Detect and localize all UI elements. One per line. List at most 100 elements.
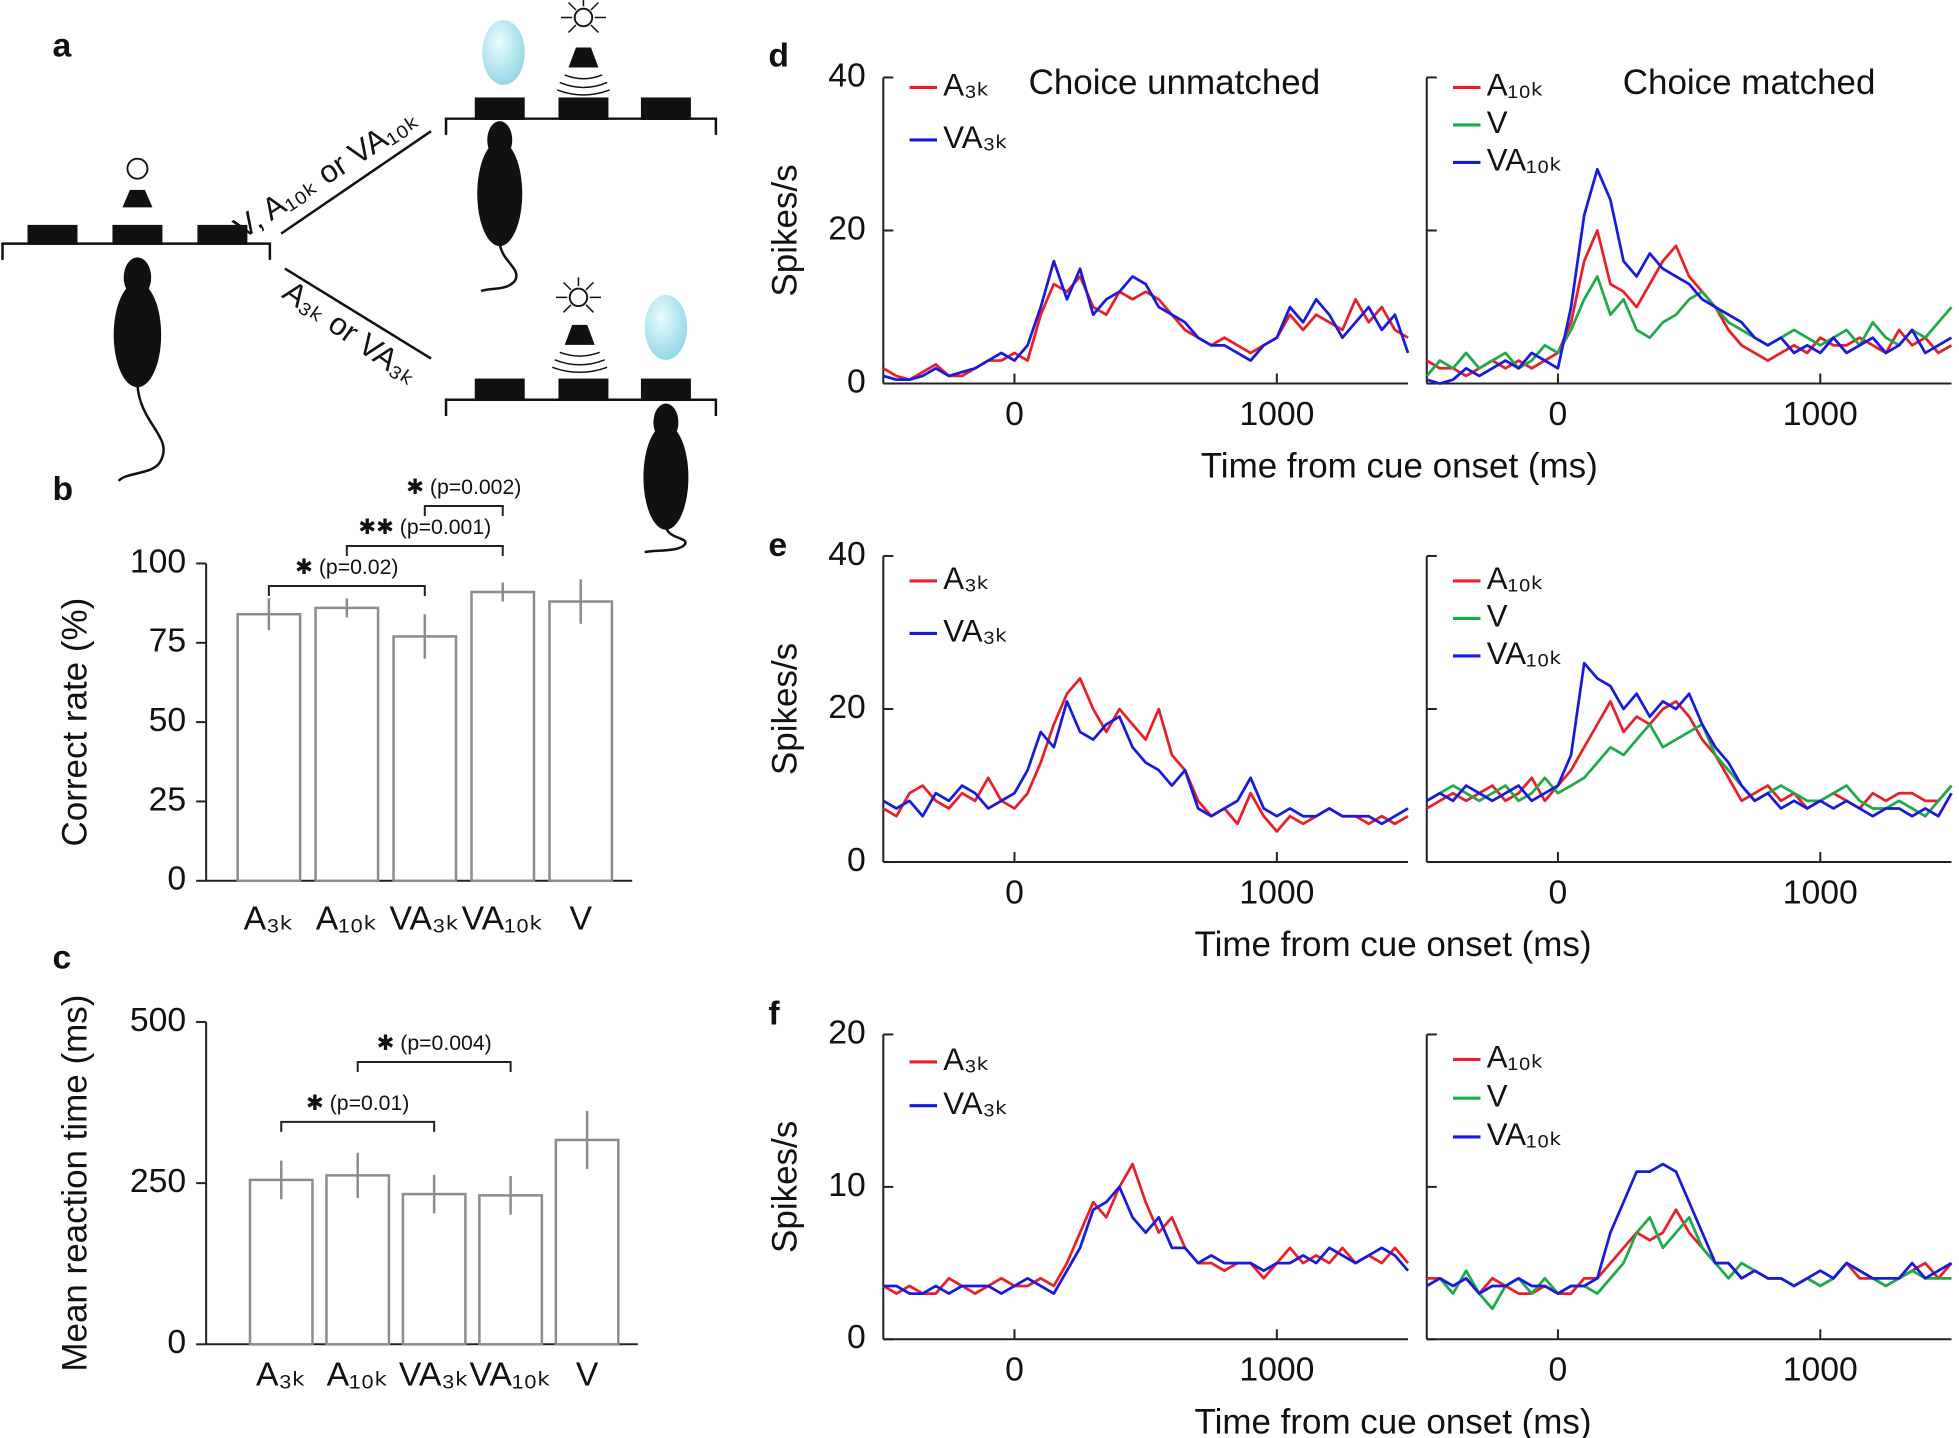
legend-label: A₃ₖ [943, 1042, 990, 1077]
x-axis-label: Time from cue onset (ms) [1195, 1402, 1592, 1438]
track [444, 117, 718, 135]
port [112, 224, 163, 245]
bar [548, 600, 614, 883]
panel-label: f [768, 995, 780, 1033]
significance-label: ✱ (p=0.002) [406, 476, 521, 499]
port [558, 97, 609, 120]
x-tick-label: 1000 [1239, 395, 1314, 433]
bar [392, 635, 458, 883]
branch-label: A₃ₖ or VA₃ₖ [277, 274, 426, 393]
y-axis-label: Spikes/s [765, 164, 804, 296]
panel-label: d [768, 36, 789, 74]
sound-waves [556, 74, 610, 96]
speaker [122, 189, 153, 208]
y-tick-label: 10 [828, 1166, 866, 1204]
series-line [1426, 1162, 1953, 1295]
light [126, 157, 149, 180]
legend-label: VA₁₀ₖ [1487, 143, 1563, 178]
light-on [568, 287, 589, 308]
y-tick-label: 75 [149, 622, 187, 660]
branch [284, 267, 432, 360]
panel-label: c [52, 938, 71, 976]
bar [325, 1174, 391, 1346]
series-line [882, 700, 1409, 826]
y-tick-label: 40 [828, 535, 866, 573]
speaker [568, 47, 599, 68]
water-drop [644, 294, 688, 360]
y-tick-label: 20 [828, 688, 866, 726]
x-tick-label: VA₁₀ₖ [470, 1356, 552, 1394]
y-tick-label: 20 [828, 1013, 866, 1051]
significance-bracket [345, 544, 504, 556]
x-tick-label: 0 [1549, 395, 1568, 433]
significance-bracket [280, 1120, 436, 1132]
legend-label: VA₃ₖ [943, 614, 1008, 649]
y-tick-label: 0 [167, 1323, 186, 1361]
y-tick-label: 20 [828, 209, 866, 247]
series-line [1426, 1208, 1953, 1295]
x-tick-label: 0 [1005, 395, 1024, 433]
x-tick-label: V [569, 900, 592, 938]
sound-waves [551, 351, 608, 374]
y-axis-label: Mean reaction time (ms) [56, 995, 95, 1372]
x-axis-label: Time from cue onset (ms) [1201, 447, 1598, 486]
legend-label: A₁₀ₖ [1487, 68, 1545, 103]
y-tick-label: 0 [847, 1318, 866, 1356]
bar [401, 1192, 467, 1346]
rat-tail [117, 384, 165, 482]
chart-title: Choice matched [1623, 63, 1876, 102]
port [197, 224, 248, 245]
rat-head [123, 257, 152, 298]
x-tick-label: 0 [1549, 1351, 1568, 1389]
light-rays [560, 0, 606, 34]
x-tick-label: 0 [1005, 873, 1024, 911]
x-tick-label: 1000 [1239, 873, 1314, 911]
legend-label: A₁₀ₖ [1487, 1040, 1545, 1075]
legend-label: VA₃ₖ [943, 1086, 1008, 1121]
x-tick-label: 1000 [1239, 1351, 1314, 1389]
bar [236, 612, 302, 883]
series-line [882, 1162, 1410, 1295]
significance-label: ✱✱ (p=0.001) [358, 516, 491, 539]
bar [314, 606, 380, 883]
branch-label: V, A₁₀ₖ or VA₁₀ₖ [228, 101, 425, 246]
rat-tail [644, 526, 687, 554]
rat-head [653, 403, 679, 442]
chart-title: Choice unmatched [1029, 63, 1321, 102]
legend-label: V [1487, 599, 1508, 634]
x-tick-label: A₃ₖ [256, 1356, 307, 1394]
significance-label: ✱ (p=0.004) [377, 1032, 492, 1055]
rat-head [487, 121, 513, 159]
port [640, 97, 691, 120]
y-axis-label: Correct rate (%) [56, 598, 95, 847]
significance-label: ✱ (p=0.02) [295, 556, 398, 579]
x-tick-label: 0 [1549, 873, 1568, 911]
bar [478, 1194, 544, 1346]
series-line [882, 259, 1410, 382]
x-tick-label: 1000 [1783, 395, 1858, 433]
x-tick-label: VA₃ₖ [399, 1356, 470, 1394]
x-tick-label: 1000 [1783, 1351, 1858, 1389]
legend-label: VA₃ₖ [943, 120, 1008, 155]
series-line [1425, 275, 1953, 377]
y-tick-label: 500 [130, 1001, 186, 1039]
x-tick-label: VA₃ₖ [390, 900, 461, 938]
legend-label: V [1487, 105, 1508, 140]
series-line [1426, 661, 1953, 818]
legend-label: A₃ₖ [943, 68, 990, 103]
y-tick-label: 40 [828, 56, 866, 94]
rat [643, 424, 689, 530]
light-rays [555, 277, 601, 313]
legend-label: A₁₀ₖ [1487, 561, 1545, 596]
light-on [573, 7, 594, 28]
y-tick-label: 0 [847, 362, 866, 400]
series-line [1426, 167, 1953, 385]
x-tick-label: V [576, 1356, 599, 1394]
diagram: V, A₁₀ₖ or VA₁₀ₖ A₃ₖ or VA₃ₖ [1, 0, 718, 554]
panel-labels: a b c d e f [52, 26, 788, 1032]
y-tick-label: 250 [130, 1162, 186, 1200]
port [474, 97, 525, 120]
speaker [564, 324, 595, 345]
bar [554, 1138, 620, 1346]
